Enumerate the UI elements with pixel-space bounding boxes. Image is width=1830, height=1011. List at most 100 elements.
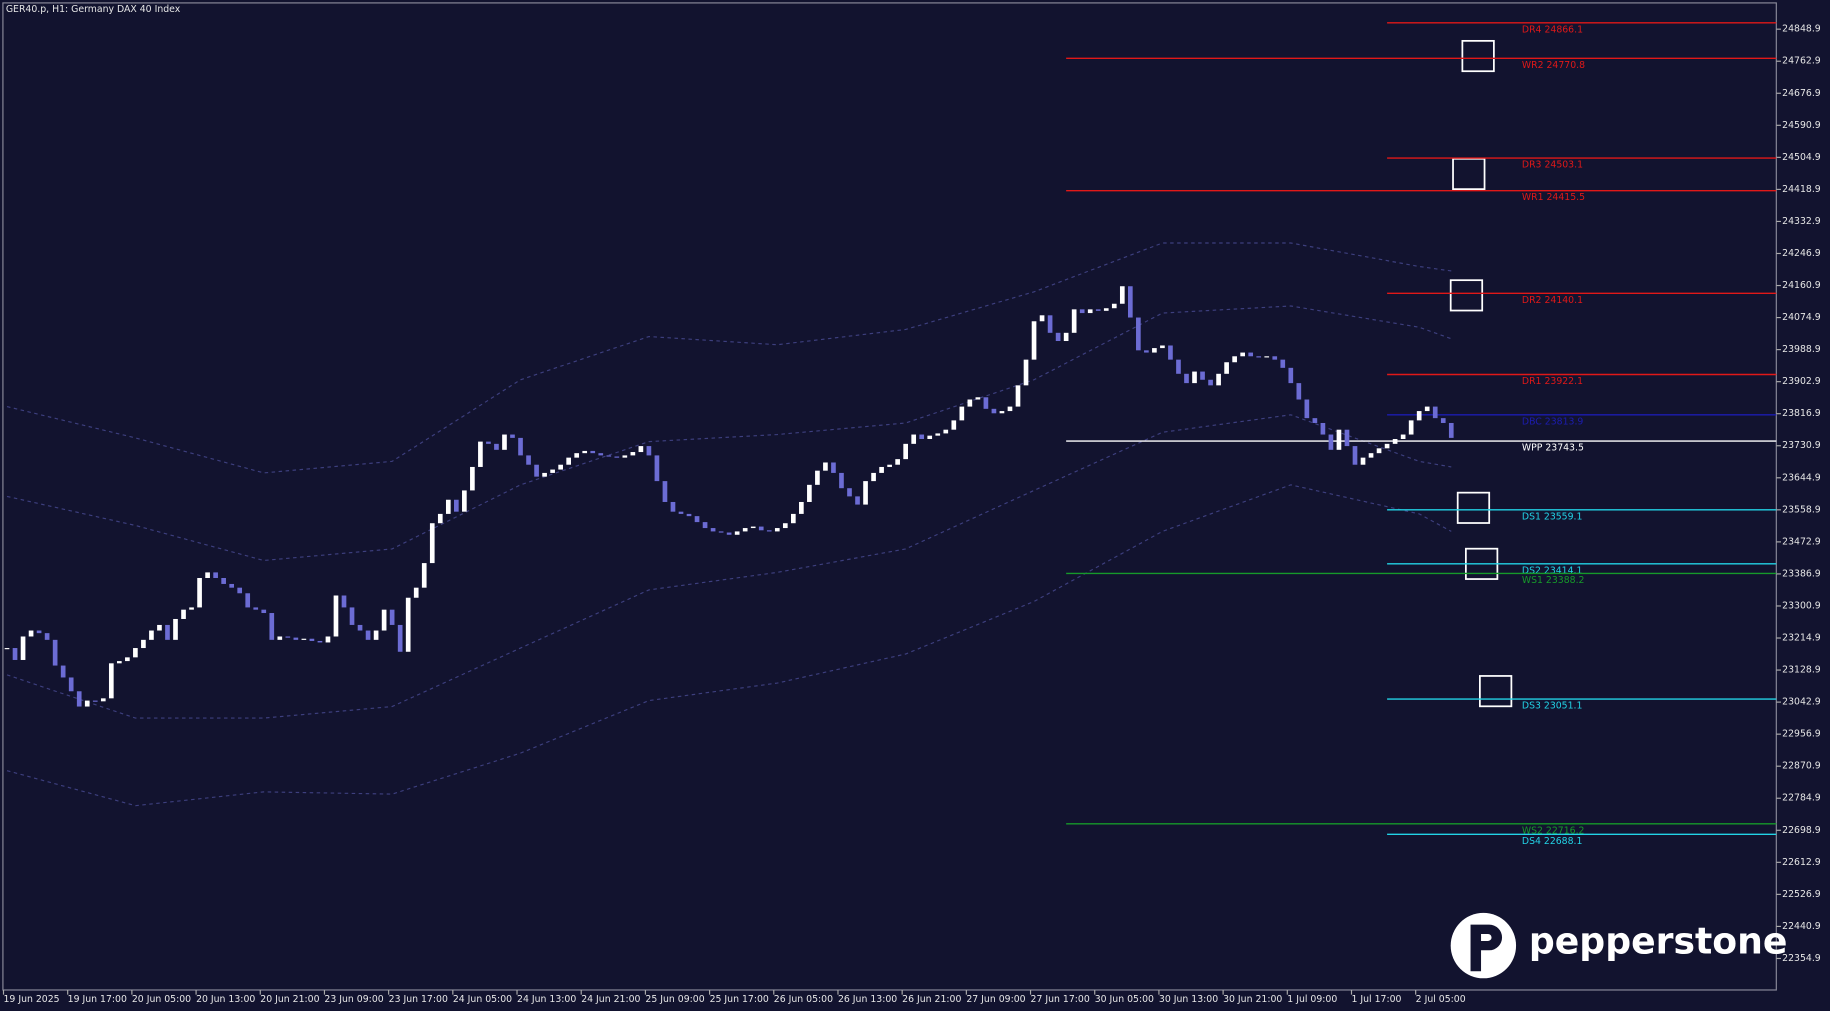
candle-down <box>213 572 218 578</box>
candle-down <box>92 700 98 702</box>
candle-up <box>879 466 884 473</box>
candle-up <box>1111 303 1117 309</box>
candle-up <box>1152 348 1157 353</box>
candle-down <box>1079 309 1085 314</box>
candle-down <box>710 528 716 532</box>
candle-down <box>60 665 66 678</box>
y-tick-label: 23730.9 <box>1782 440 1821 451</box>
candle-down <box>614 456 620 458</box>
logo-text: pepperstone <box>1529 919 1788 962</box>
y-tick-label: 23644.9 <box>1782 472 1821 483</box>
candle-down <box>1176 359 1181 374</box>
candle-up <box>1031 321 1037 360</box>
x-tick-label: 1 Jul 09:00 <box>1287 994 1337 1005</box>
candle-up <box>1007 406 1013 412</box>
candle-up <box>470 466 475 491</box>
candle-up <box>133 648 138 658</box>
candle-down <box>526 455 531 465</box>
chart-title: GER40.p, H1: Germany DAX 40 Index <box>6 4 181 15</box>
candle-up <box>4 648 10 650</box>
candle-up <box>542 472 547 477</box>
x-tick-label: 27 Jun 17:00 <box>1031 994 1090 1005</box>
candle-up <box>734 531 740 535</box>
marker-box <box>1456 491 1491 524</box>
candle-up <box>927 435 933 440</box>
x-tick-label: 1 Jul 17:00 <box>1351 994 1401 1005</box>
candle-down <box>1288 367 1294 384</box>
candle-up <box>381 609 387 631</box>
y-tick-label: 24074.9 <box>1782 312 1821 323</box>
level-label: WR2 24770.8 <box>1522 60 1585 71</box>
candle-up <box>1240 352 1245 357</box>
candle-down <box>670 501 676 512</box>
y-tick-label: 24676.9 <box>1782 88 1821 99</box>
candle-up <box>871 472 876 482</box>
candle-down <box>76 691 82 707</box>
level-label: DR3 24503.1 <box>1522 160 1583 171</box>
y-tick-label: 23816.9 <box>1782 408 1821 419</box>
x-tick-label: 23 Jun 17:00 <box>389 994 448 1005</box>
candle-down <box>991 408 997 414</box>
candle-down <box>12 648 18 660</box>
candle-down <box>309 638 315 641</box>
candle-down <box>52 639 58 666</box>
candle-up <box>863 481 868 505</box>
candle-up <box>1224 362 1229 374</box>
candle-up <box>558 464 563 470</box>
candle-up <box>1264 356 1270 358</box>
candle-down <box>453 499 459 512</box>
x-tick-label: 25 Jun 09:00 <box>645 994 704 1005</box>
y-tick-label: 24504.9 <box>1782 152 1821 163</box>
candle-up <box>1336 429 1342 450</box>
candle-up <box>967 399 973 407</box>
x-tick-label: 26 Jun 21:00 <box>902 994 961 1005</box>
candle-down <box>1352 446 1358 465</box>
candle-down <box>389 609 395 625</box>
candle-up <box>1071 309 1077 333</box>
candle-up <box>1216 373 1221 386</box>
candle-up <box>622 455 628 458</box>
candle-up <box>413 587 419 598</box>
candle-up <box>445 499 451 514</box>
x-tick-label: 27 Jun 09:00 <box>966 994 1025 1005</box>
candle-up <box>181 609 186 619</box>
candle-up <box>502 434 507 450</box>
x-tick-label: 30 Jun 21:00 <box>1223 994 1282 1005</box>
candle-up <box>125 657 130 662</box>
candle-down <box>847 488 852 497</box>
candle-up <box>1376 448 1382 454</box>
candle-down <box>1296 383 1302 400</box>
candle-up <box>373 630 379 640</box>
candle-up <box>1015 385 1021 407</box>
candle-up <box>750 526 756 529</box>
candle-up <box>277 636 283 640</box>
candle-up <box>935 433 941 436</box>
candle-down <box>678 511 684 514</box>
y-tick-label: 22956.9 <box>1782 729 1821 740</box>
candle-up <box>566 457 571 465</box>
candle-down <box>397 624 403 652</box>
candle-down <box>831 462 836 473</box>
candle-up <box>951 420 957 430</box>
candle-up <box>1160 345 1165 349</box>
x-tick-label: 19 Jun 17:00 <box>68 994 127 1005</box>
candle-down <box>1432 406 1438 419</box>
candle-down <box>983 397 989 409</box>
x-tick-label: 24 Jun 05:00 <box>453 994 512 1005</box>
y-tick-label: 23042.9 <box>1782 697 1821 708</box>
level-label: DS1 23559.1 <box>1522 511 1583 522</box>
plot-frame <box>2 2 1777 991</box>
candle-up <box>1039 315 1045 322</box>
y-tick-label: 22698.9 <box>1782 825 1821 836</box>
candle-down <box>221 577 226 584</box>
candle-down <box>494 443 499 450</box>
candle-up <box>790 513 796 524</box>
candle-down <box>919 434 925 440</box>
candle-up <box>943 429 949 434</box>
candle-up <box>197 577 202 608</box>
candle-down <box>317 640 323 643</box>
candle-down <box>165 624 170 640</box>
candle-down <box>590 450 596 454</box>
candle-down <box>1168 345 1173 360</box>
